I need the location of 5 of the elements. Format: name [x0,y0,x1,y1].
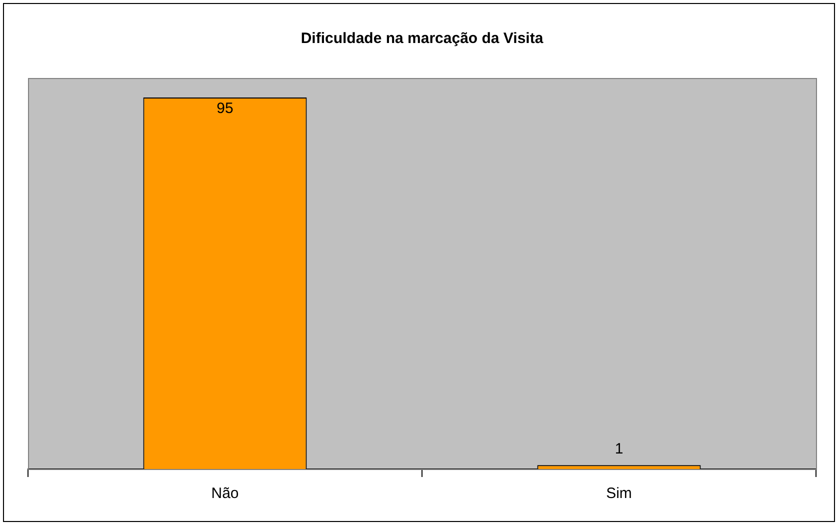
x-tick-label: Não [211,485,239,502]
data-label: 1 [614,440,624,458]
x-tick-label: Sim [606,485,632,502]
data-label: 95 [216,100,234,118]
chart-title: Dificuldade na marcação da Visita [300,30,544,48]
